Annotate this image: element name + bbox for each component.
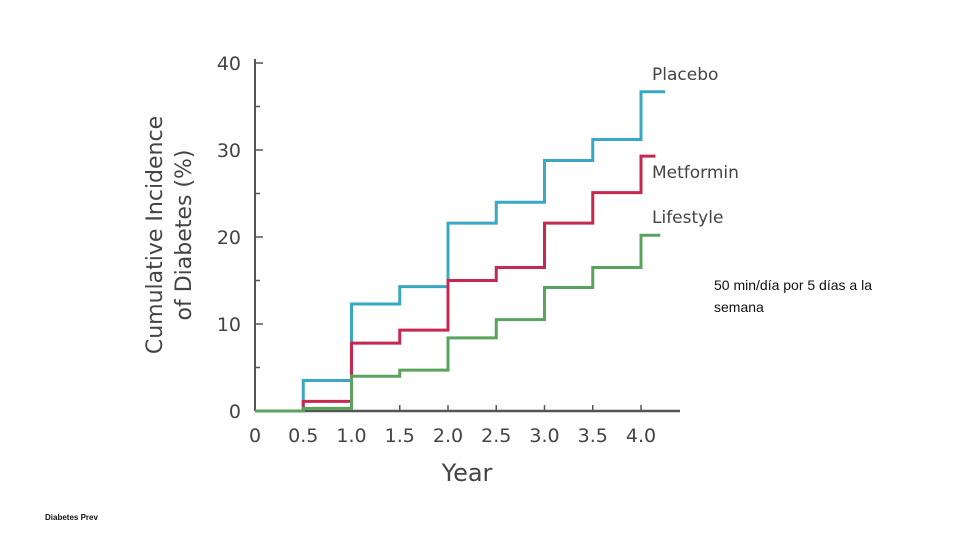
y-tick-label: 10 — [217, 314, 241, 336]
legend-label-metformin: Metformin — [652, 163, 739, 183]
x-tick-label: 0 — [249, 425, 261, 447]
y-axis-title: Cumulative Incidence — [143, 116, 168, 354]
footer-text: Diabetes Prev — [45, 513, 98, 522]
y-tick-label: 30 — [217, 140, 241, 162]
x-tick-label: 2.5 — [481, 425, 511, 447]
x-axis-title: Year — [441, 459, 493, 487]
x-tick-label: 1.5 — [385, 425, 415, 447]
x-tick-label: 0.5 — [288, 425, 318, 447]
y-axis-title: of Diabetes (%) — [172, 150, 197, 321]
x-tick-label: 3.5 — [578, 425, 608, 447]
y-tick-label: 0 — [229, 401, 241, 423]
y-tick-label: 20 — [217, 227, 241, 249]
legend-label-lifestyle: Lifestyle — [652, 208, 723, 228]
series-line-metformin — [255, 154, 656, 413]
x-tick-label: 4.0 — [626, 425, 656, 447]
x-tick-label: 2.0 — [433, 425, 463, 447]
axes — [254, 59, 680, 413]
series-lines — [255, 90, 666, 413]
y-tick-label: 40 — [217, 53, 241, 75]
labels: 0 10 20 30 40 0 0.5 1.0 1.5 2.0 2.5 3.0 3.5 4.0 Year Cu… — [143, 53, 739, 487]
series-line-lifestyle — [255, 233, 661, 413]
series-line-placebo — [255, 90, 666, 413]
x-tick-label: 3.0 — [529, 425, 559, 447]
annotation-note: 50 min/día por 5 días a la semana — [714, 277, 872, 315]
legend-label-placebo: Placebo — [652, 65, 718, 85]
x-tick-label: 1.0 — [336, 425, 366, 447]
